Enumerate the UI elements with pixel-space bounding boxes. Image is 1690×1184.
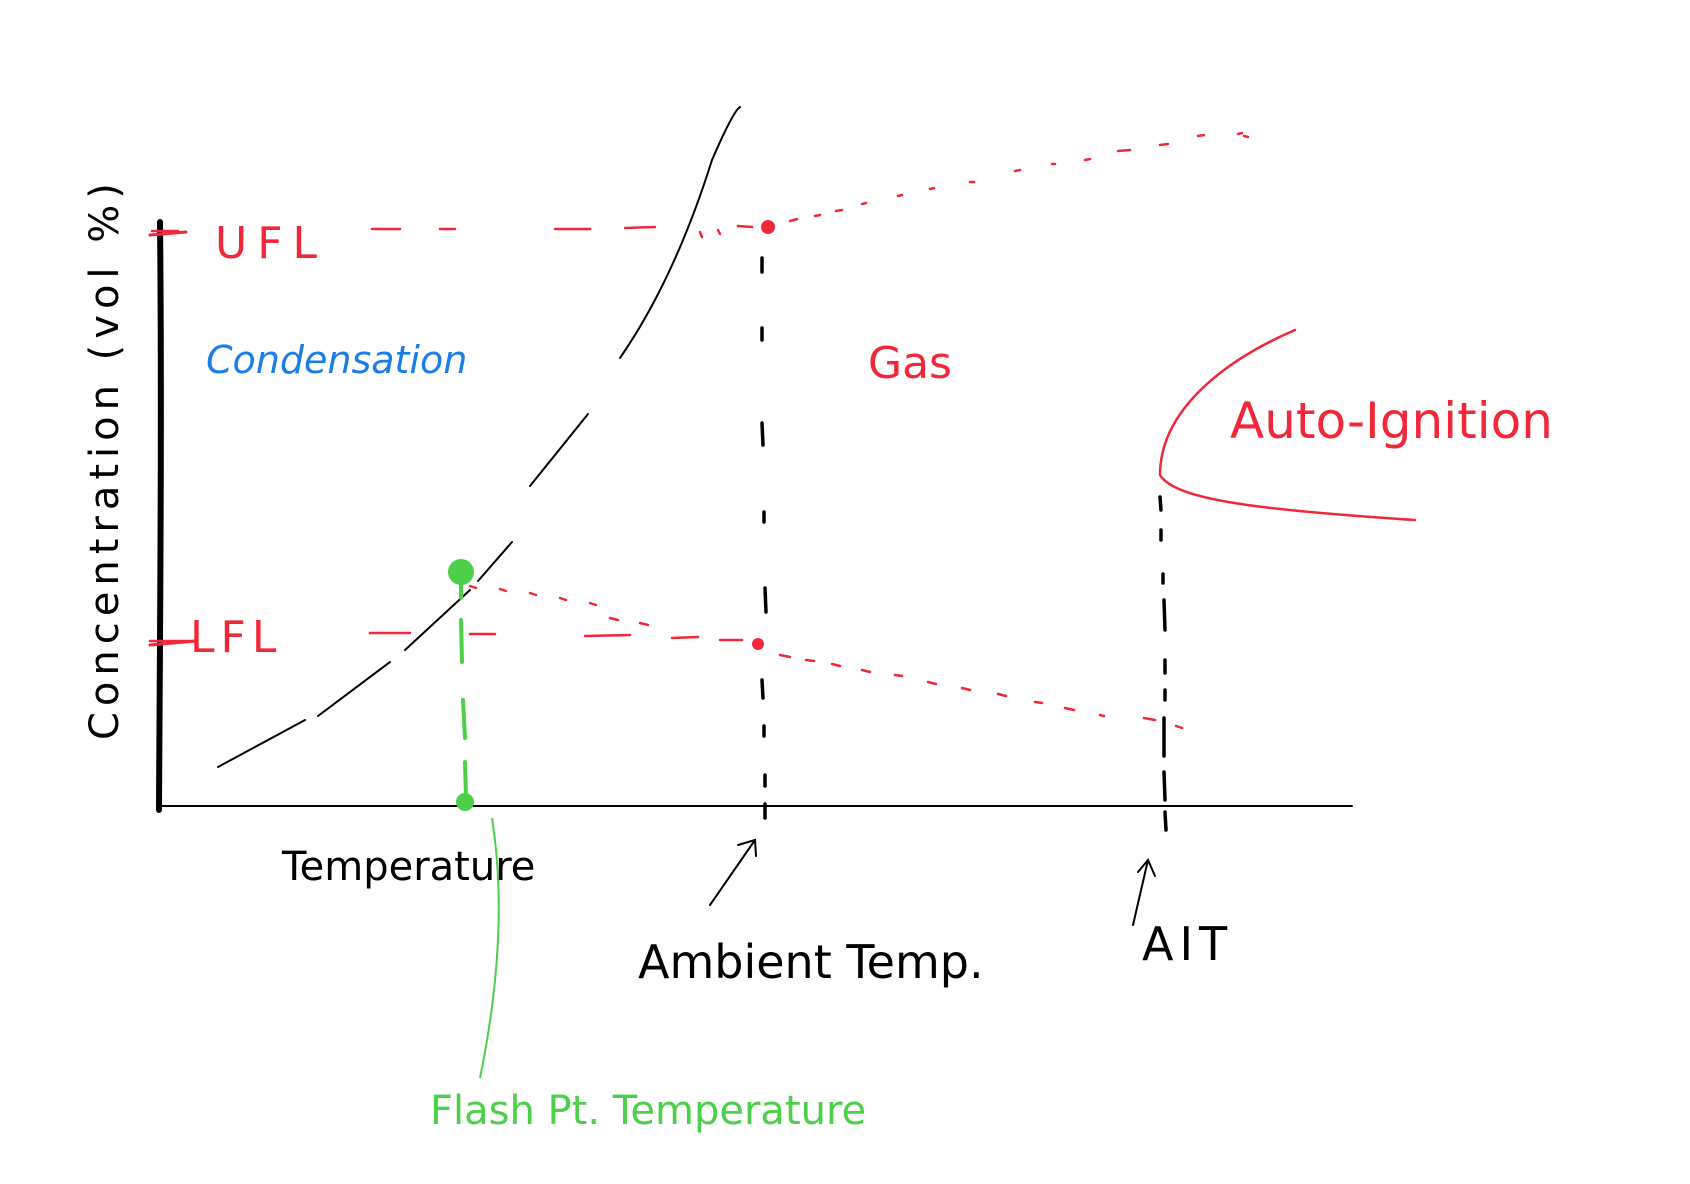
auto-ignition-bracket <box>1158 328 1417 522</box>
ufl-ambient-point <box>761 220 775 234</box>
flash-point-marker <box>448 559 474 585</box>
y-axis-ticks <box>148 230 198 647</box>
y-axis-label: Concentration (vol %) <box>82 177 128 740</box>
flash-point-vertical <box>459 580 468 800</box>
condensation-label: Condensation <box>206 338 467 382</box>
ambient-vertical <box>760 256 768 820</box>
lfl-label: LFL <box>190 612 282 663</box>
saturation-curve <box>217 106 741 768</box>
ait-label: AIT <box>1142 917 1233 971</box>
lfl-ambient-point <box>752 638 764 650</box>
lfl-line <box>148 584 1184 730</box>
gas-label: Gas <box>868 338 952 389</box>
auto-ignition-label: Auto-Ignition <box>1230 392 1553 450</box>
axes <box>156 219 1353 813</box>
ufl-line <box>150 131 1250 239</box>
ait-vertical <box>1158 495 1168 832</box>
flash-point-leader <box>479 817 500 1079</box>
ufl-label: UFL <box>215 218 327 269</box>
ait-arrow <box>1132 858 1156 926</box>
y-axis-line <box>156 219 164 813</box>
flash-point-axis-marker <box>456 793 474 811</box>
flash-point-label: Flash Pt. Temperature <box>430 1088 866 1134</box>
ambient-temp-label: Ambient Temp. <box>638 935 984 989</box>
x-axis-label: Temperature <box>281 844 535 890</box>
ambient-arrow <box>709 838 757 906</box>
